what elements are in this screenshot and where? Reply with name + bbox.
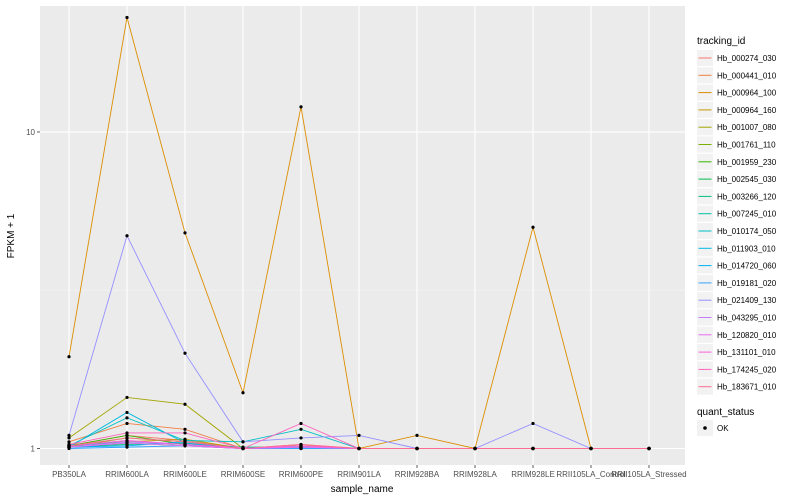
legend-label: Hb_001761_110	[717, 141, 776, 150]
x-tick-label: RRII105LA_Control	[556, 470, 626, 479]
legend-label: Hb_000274_030	[717, 54, 777, 63]
data-point	[299, 421, 303, 426]
legend-label: Hb_000441_010	[717, 71, 777, 80]
x-tick-label: RRIM600SE	[221, 470, 265, 479]
x-axis: PB350LA RRIM600LA RRIM600LE RRIM600SE RRIM60…	[52, 465, 687, 479]
data-point	[125, 234, 129, 238]
data-point	[67, 440, 71, 444]
x-tick-label: RRIM928LE	[511, 470, 555, 479]
legend-label: Hb_000964_100	[717, 89, 777, 98]
legend: tracking_id Hb_000274_030Hb_000441_010Hb…	[697, 36, 777, 436]
data-point	[125, 436, 129, 440]
data-point	[183, 440, 187, 444]
legend-items: Hb_000274_030 Hb_000441_010 Hb_000964_100 H…	[697, 50, 777, 395]
data-point	[67, 433, 71, 437]
legend-label: Hb_003266_120	[717, 192, 777, 201]
data-point	[299, 105, 303, 109]
legend-label: Hb_011903_010	[717, 244, 776, 253]
data-point	[125, 431, 129, 435]
x-tick-label: RRIM928BA	[395, 470, 440, 479]
point-legend-label: OK	[717, 424, 729, 433]
x-axis-title: sample_name	[331, 484, 394, 495]
x-tick-label: PB350LA	[52, 470, 86, 479]
legend-label: Hb_120820_010	[717, 331, 777, 340]
legend-label: Hb_021409_130	[717, 296, 777, 305]
data-point	[241, 446, 245, 451]
point-legend-dot	[703, 426, 707, 430]
legend-title: tracking_id	[697, 36, 745, 47]
data-point	[125, 410, 129, 415]
data-point	[415, 446, 419, 451]
legend-label: Hb_014720_060	[717, 262, 777, 271]
data-point	[531, 446, 535, 451]
data-point	[183, 431, 187, 435]
legend-label: Hb_001007_080	[717, 123, 777, 132]
legend-label: Hb_131101_010	[717, 348, 776, 357]
plot-panel	[40, 6, 685, 465]
x-tick-label: RRIM600PE	[279, 470, 323, 479]
data-point	[183, 427, 187, 431]
point-legend-title: quant_status	[697, 407, 754, 418]
data-point	[67, 436, 71, 440]
data-point	[531, 421, 535, 426]
data-point	[125, 395, 129, 400]
data-point	[125, 433, 129, 437]
data-point	[183, 231, 187, 235]
x-tick-label: RRIM600LA	[105, 470, 149, 479]
legend-label: Hb_019181_020	[717, 279, 777, 288]
data-point	[183, 351, 187, 355]
legend-label: Hb_002545_030	[717, 175, 777, 184]
y-tick-label: 10	[26, 128, 35, 137]
y-axis-title: FPKM + 1	[6, 213, 17, 258]
x-tick-label: RRIM928LA	[453, 470, 497, 479]
legend-label: Hb_007245_010	[717, 210, 777, 219]
data-point	[241, 391, 245, 395]
data-point	[125, 15, 129, 20]
data-point	[357, 446, 361, 451]
data-point	[415, 433, 419, 437]
data-point	[241, 440, 245, 444]
data-point	[531, 225, 535, 229]
data-points	[67, 15, 651, 451]
legend-label: Hb_043295_010	[717, 314, 777, 323]
legend-label: Hb_183671_010	[717, 383, 777, 392]
y-tick-label: 1	[31, 445, 36, 454]
data-point	[67, 444, 71, 448]
data-point	[125, 438, 129, 443]
x-tick-label: RRIM600LE	[163, 470, 207, 479]
data-point	[647, 446, 651, 451]
data-point	[125, 441, 129, 445]
legend-label: Hb_010174_050	[717, 227, 777, 236]
x-tick-label: RRIM901LA	[337, 470, 381, 479]
data-point	[67, 355, 71, 359]
legend-label: Hb_000964_160	[717, 106, 777, 115]
x-tick-label: RRII105LA_Stressed	[611, 470, 686, 479]
data-point	[125, 445, 129, 449]
data-point	[183, 402, 187, 406]
data-point	[473, 446, 477, 451]
data-point	[125, 416, 129, 420]
legend-label: Hb_174245_020	[717, 365, 777, 374]
data-point	[299, 442, 303, 447]
data-point	[357, 433, 361, 437]
data-point	[299, 436, 303, 440]
y-axis: 1 10	[26, 128, 40, 454]
data-point	[183, 442, 187, 447]
data-point	[299, 427, 303, 431]
data-point	[589, 446, 593, 451]
legend-label: Hb_001959_230	[717, 158, 777, 167]
data-point	[125, 421, 129, 426]
